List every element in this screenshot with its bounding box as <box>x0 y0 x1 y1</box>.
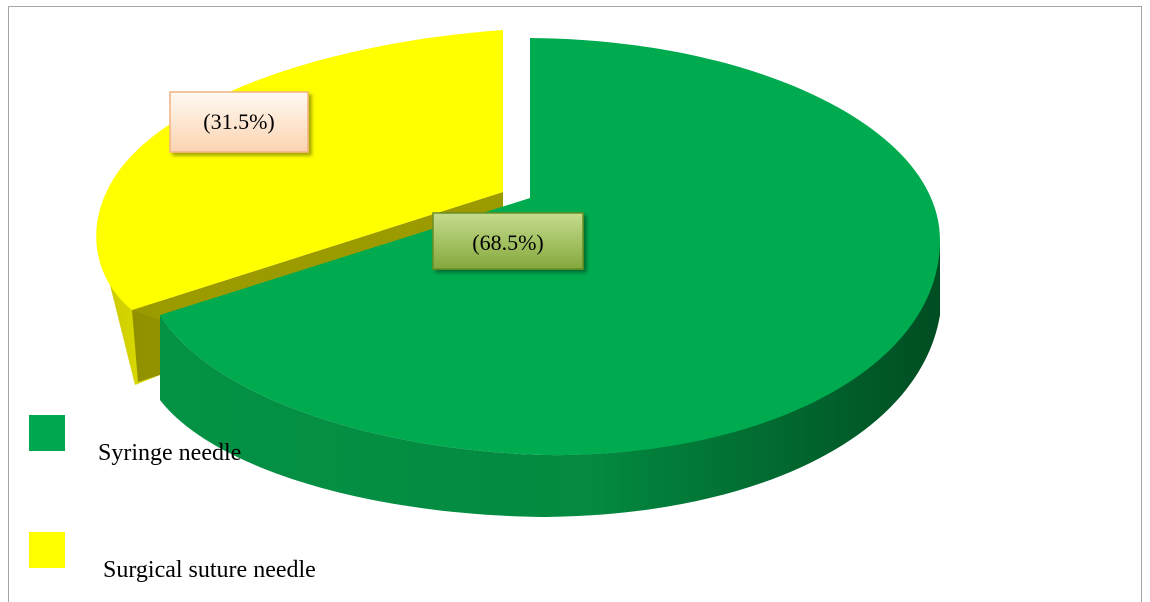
legend-label-surgical-suture-needle: Surgical suture needle <box>103 557 316 583</box>
pie-slice-surgical-suture-needle <box>96 30 503 385</box>
data-label-surgical-suture-needle: (31.5%) <box>169 91 309 153</box>
legend-item-surgical-suture-needle: Surgical suture needle <box>29 532 316 583</box>
data-label-surgical-suture-needle-text: (31.5%) <box>203 109 274 134</box>
legend-swatch-surgical-suture-needle <box>29 532 65 568</box>
legend-label-syringe-needle: Syringe needle <box>98 440 241 466</box>
legend: Syringe needle Surgical suture needle <box>29 415 316 583</box>
legend-swatch-syringe-needle <box>29 415 65 451</box>
legend-item-syringe-needle: Syringe needle <box>29 415 241 466</box>
data-label-syringe-needle: (68.5%) <box>432 212 584 270</box>
data-label-syringe-needle-text: (68.5%) <box>472 230 543 255</box>
